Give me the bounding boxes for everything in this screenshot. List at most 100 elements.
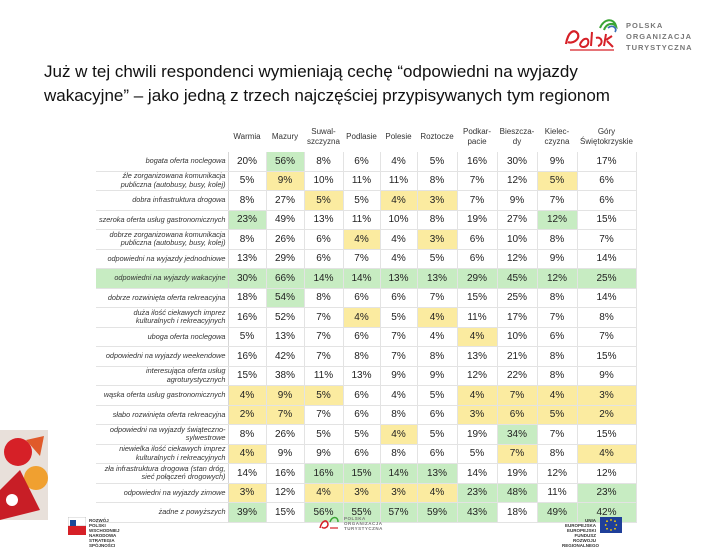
table-cell: 4%: [343, 229, 381, 250]
column-header: Mazury: [271, 132, 299, 141]
table-cell: 13%: [417, 268, 458, 289]
table-cell: 8%: [577, 307, 637, 328]
table-cell: 49%: [266, 210, 305, 230]
table-cell: 4%: [577, 444, 637, 464]
table-cell: 6%: [537, 327, 578, 347]
table-cell: 23%: [457, 483, 498, 503]
table-cell: 3%: [228, 483, 267, 503]
table-cell: 6%: [497, 405, 538, 425]
table-cell: 27%: [497, 210, 538, 230]
table-cell: 22%: [497, 366, 538, 386]
table-cell: 13%: [417, 463, 458, 484]
table-cell: 12%: [537, 268, 578, 289]
table-cell: 7%: [417, 288, 458, 308]
table-row: odpowiedni na wyjazdy świąteczno-sylwest…: [96, 424, 637, 445]
table-cell: 11%: [304, 366, 344, 386]
table-cell: 14%: [343, 268, 381, 289]
table-cell: 8%: [417, 171, 458, 191]
table-cell: 5%: [228, 171, 267, 191]
table-cell: 57%: [380, 502, 418, 523]
table-cell: 4%: [537, 385, 578, 406]
table-cell: 23%: [577, 483, 637, 503]
table-cell: 4%: [380, 385, 418, 406]
decorative-folk-graphic: [0, 430, 48, 520]
table-row: źle zorganizowana komunikacja publiczna …: [96, 171, 637, 191]
table-cell: 12%: [266, 483, 305, 503]
table-cell: 7%: [304, 405, 344, 425]
table-cell: 11%: [457, 307, 498, 328]
table-row: dobrze zorganizowana komunikacja publicz…: [96, 229, 637, 250]
table-cell: 5%: [380, 307, 418, 328]
table-cell: 15%: [266, 502, 305, 523]
table-cell: 13%: [457, 346, 498, 367]
footer-left-line-2: POLSKI WSCHODNIEJ: [89, 523, 120, 533]
table-cell: 18%: [497, 502, 538, 523]
table-cell: 6%: [343, 444, 381, 464]
table-cell: 12%: [537, 463, 578, 484]
table-cell: 2%: [577, 405, 637, 425]
row-label: duża ilość ciekawych imprez kulturalnych…: [96, 307, 229, 328]
row-label: odpowiedni na wyjazdy świąteczno-sylwest…: [96, 424, 229, 445]
table-cell: 4%: [457, 385, 498, 406]
table-cell: 3%: [457, 405, 498, 425]
table-cell: 4%: [417, 327, 458, 347]
table-cell: 15%: [577, 346, 637, 367]
table-cell: 6%: [343, 385, 381, 406]
table-cell: 6%: [417, 405, 458, 425]
table-row: duża ilość ciekawych imprez kulturalnych…: [96, 307, 637, 328]
table-cell: 2%: [228, 405, 267, 425]
footer-center-line-2: ORGANIZACJA: [344, 521, 383, 526]
table-cell: 9%: [577, 366, 637, 386]
table-cell: 34%: [497, 424, 538, 445]
table-cell: 7%: [537, 307, 578, 328]
table-cell: 4%: [228, 385, 267, 406]
table-cell: 9%: [304, 444, 344, 464]
row-label: uboga oferta noclegowa: [96, 327, 229, 347]
table-cell: 5%: [304, 424, 344, 445]
table-cell: 7%: [266, 405, 305, 425]
row-label: dobrze rozwinięta oferta rekreacyjna: [96, 288, 229, 308]
table-cell: 17%: [497, 307, 538, 328]
table-cell: 9%: [266, 385, 305, 406]
footer-center-line-3: TURYSTYCZNA: [344, 526, 383, 531]
table-cell: 29%: [266, 249, 305, 269]
table-row: odpowiedni na wyjazdy weekendowe 16% 42% 7%…: [96, 346, 637, 367]
table-cell: 9%: [497, 190, 538, 211]
table-cell: 14%: [457, 463, 498, 484]
table-cell: 4%: [457, 327, 498, 347]
pot-logo-text: POLSKA ORGANIZACJA TURYSTYCZNA: [626, 20, 693, 53]
table-cell: 16%: [228, 346, 267, 367]
table-cell: 12%: [497, 249, 538, 269]
table-cell: 26%: [266, 424, 305, 445]
table-cell: 4%: [417, 483, 458, 503]
table-row: interesująca oferta usług agroturystyczn…: [96, 366, 637, 386]
table-header-row: Warmia Mazury Suwal-szczyzna Podlasie Polesi…: [96, 122, 636, 152]
table-cell: 7%: [380, 327, 418, 347]
table-cell: 9%: [537, 152, 578, 172]
table-cell: 54%: [266, 288, 305, 308]
table-body: bogata oferta noclegowa 20% 56% 8% 6% 4% 5% 16%…: [96, 152, 637, 523]
table-cell: 12%: [537, 210, 578, 230]
unia-europejska-logo: UNIA EUROPEJSKA EUROPEJSKI FUNDUSZ ROZWO…: [562, 516, 624, 548]
table-cell: 8%: [228, 424, 267, 445]
table-cell: 4%: [304, 483, 344, 503]
table-cell: 5%: [343, 190, 381, 211]
logo-line-3: TURYSTYCZNA: [626, 43, 693, 52]
table-cell: 7%: [304, 307, 344, 328]
table-cell: 23%: [228, 210, 267, 230]
table-cell: 4%: [380, 190, 418, 211]
table-cell: 18%: [228, 288, 267, 308]
table-cell: 38%: [266, 366, 305, 386]
table-cell: 13%: [228, 249, 267, 269]
table-cell: 15%: [343, 463, 381, 484]
row-label: źle zorganizowana komunikacja publiczna …: [96, 171, 229, 191]
table-cell: 5%: [537, 171, 578, 191]
table-cell: 5%: [537, 405, 578, 425]
column-header: Podkar-pacie: [462, 127, 491, 146]
table-cell: 6%: [343, 327, 381, 347]
table-cell: 5%: [304, 385, 344, 406]
table-cell: 21%: [497, 346, 538, 367]
table-cell: 5%: [457, 444, 498, 464]
table-cell: 6%: [577, 171, 637, 191]
table-cell: 17%: [577, 152, 637, 172]
